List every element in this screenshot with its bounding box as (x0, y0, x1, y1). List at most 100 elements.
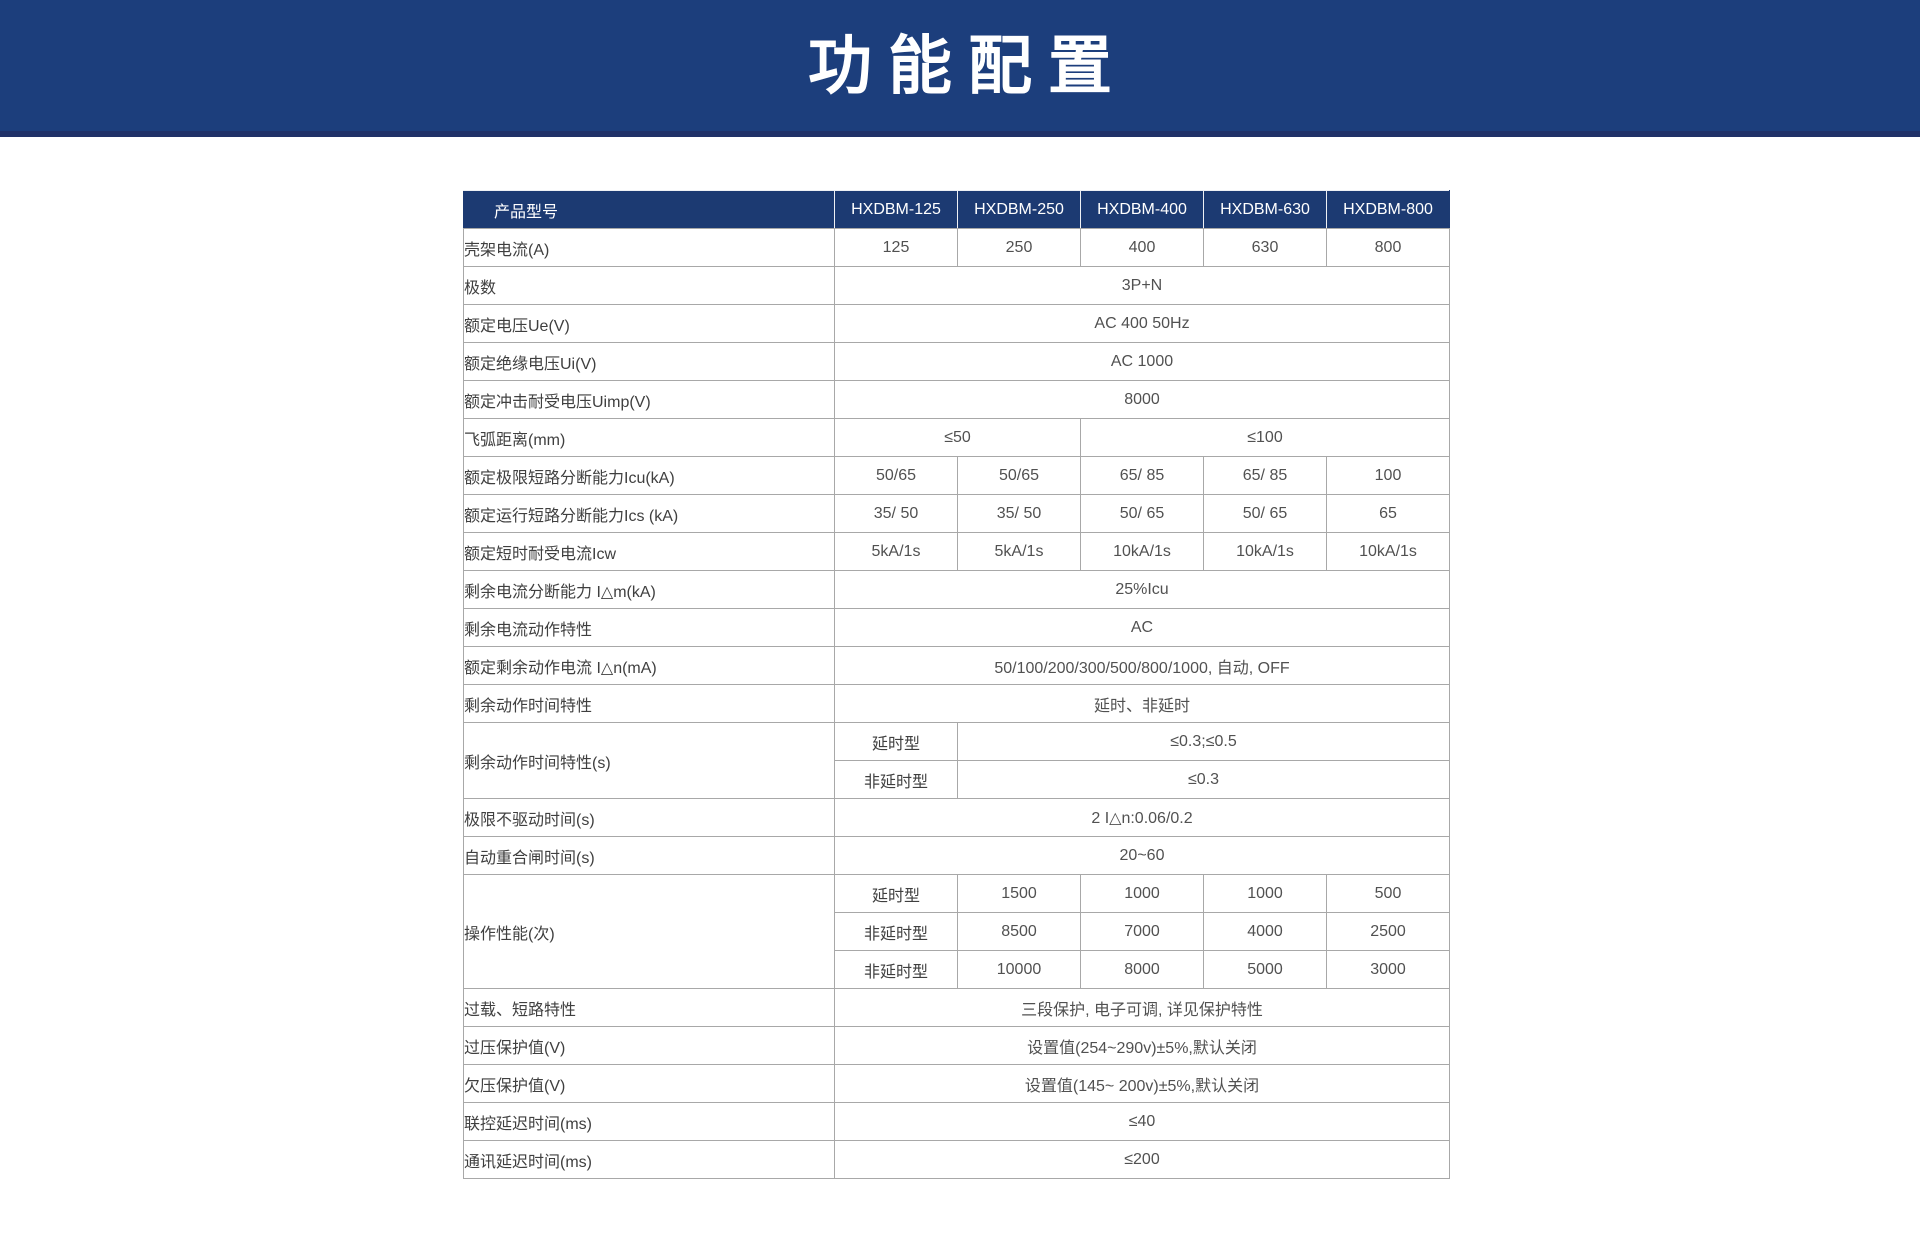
spec-value: 50/65 (957, 456, 1081, 495)
row-label: 欠压保护值(V) (463, 1064, 835, 1103)
column-header-model: HXDBM-250 (957, 190, 1081, 229)
row-label: 极数 (463, 266, 835, 305)
spec-value: 5kA/1s (957, 532, 1081, 571)
spec-value: 设置值(254~290v)±5%,默认关闭 (834, 1026, 1450, 1065)
spec-value: 50/100/200/300/500/800/1000, 自动, OFF (834, 646, 1450, 685)
table-row: 非延时型 10000 8000 5000 3000 (464, 950, 1450, 989)
row-label: 飞弧距离(mm) (463, 418, 835, 457)
row-label: 剩余电流动作特性 (463, 608, 835, 647)
row-label: 自动重合闸时间(s) (463, 836, 835, 875)
spec-value: 65/ 85 (1080, 456, 1204, 495)
spec-value: 7000 (1080, 912, 1204, 951)
table-row: 额定短时耐受电流Icw 5kA/1s 5kA/1s 10kA/1s 10kA/1s 10k… (463, 532, 1450, 571)
spec-value: ≤40 (834, 1102, 1450, 1141)
table-row: 额定冲击耐受电压Uimp(V) 8000 (463, 380, 1450, 419)
row-label: 额定运行短路分断能力Ics (kA) (463, 494, 835, 533)
spec-value: 400 (1080, 228, 1204, 267)
table-row: 剩余动作时间特性(s) 延时型 ≤0.3;≤0.5 (463, 722, 1450, 799)
spec-value: 10kA/1s (1326, 532, 1450, 571)
sub-row-label: 非延时型 (834, 912, 958, 951)
table-row: 联控延迟时间(ms) ≤40 (463, 1102, 1450, 1141)
table-row: 剩余电流分断能力 I△m(kA) 25%Icu (463, 570, 1450, 609)
spec-value: ≤0.3;≤0.5 (957, 722, 1450, 761)
spec-value: 3P+N (834, 266, 1450, 305)
row-label: 额定剩余动作电流 I△n(mA) (463, 646, 835, 685)
spec-value: 5kA/1s (834, 532, 958, 571)
spec-value: AC 1000 (834, 342, 1450, 381)
spec-value: 10kA/1s (1203, 532, 1327, 571)
sub-row-label: 延时型 (834, 874, 958, 913)
table-row: 额定绝缘电压Ui(V) AC 1000 (463, 342, 1450, 381)
spec-value: 三段保护, 电子可调, 详见保护特性 (834, 988, 1450, 1027)
spec-value: ≤50 (834, 418, 1081, 457)
table-row: 过载、短路特性 三段保护, 电子可调, 详见保护特性 (463, 988, 1450, 1027)
spec-value: 1000 (1203, 874, 1327, 913)
row-label: 剩余动作时间特性(s) (463, 722, 835, 799)
page-banner: 功能配置 (0, 0, 1920, 137)
table-row: 额定运行短路分断能力Ics (kA) 35/ 50 35/ 50 50/ 65 50/ … (463, 494, 1450, 533)
row-label: 额定电压Ue(V) (463, 304, 835, 343)
spec-value: 1500 (957, 874, 1081, 913)
row-label: 额定冲击耐受电压Uimp(V) (463, 380, 835, 419)
page-title: 功能配置 (808, 29, 1128, 102)
spec-value: AC 400 50Hz (834, 304, 1450, 343)
table-row: 壳架电流(A) 125 250 400 630 800 (463, 228, 1450, 267)
spec-value: 10kA/1s (1080, 532, 1204, 571)
row-label: 联控延迟时间(ms) (463, 1102, 835, 1141)
spec-value: 2 I△n:0.06/0.2 (834, 798, 1450, 837)
row-label: 剩余电流分断能力 I△m(kA) (463, 570, 835, 609)
column-header-model: HXDBM-125 (834, 190, 958, 229)
table-row: 额定电压Ue(V) AC 400 50Hz (463, 304, 1450, 343)
spec-value: ≤100 (1080, 418, 1450, 457)
table-row: 额定极限短路分断能力Icu(kA) 50/65 50/65 65/ 85 65/ 85 1… (463, 456, 1450, 495)
spec-value: 50/ 65 (1080, 494, 1204, 533)
column-header-product-model: 产品型号 (463, 190, 835, 229)
spec-value: AC (834, 608, 1450, 647)
table-row: 通讯延迟时间(ms) ≤200 (463, 1140, 1450, 1179)
spec-value: 8000 (834, 380, 1450, 419)
spec-value: 20~60 (834, 836, 1450, 875)
sub-row-label: 延时型 (834, 722, 958, 761)
header-row: 产品型号 HXDBM-125 HXDBM-250 HXDBM-400 HXDBM-63… (463, 190, 1450, 229)
spec-value: 8500 (957, 912, 1081, 951)
spec-value: 5000 (1203, 950, 1327, 989)
table-row: 欠压保护值(V) 设置值(145~ 200v)±5%,默认关闭 (463, 1064, 1450, 1103)
row-label: 壳架电流(A) (463, 228, 835, 267)
spec-value: 10000 (957, 950, 1081, 989)
spec-value: 25%Icu (834, 570, 1450, 609)
table-row: 极限不驱动时间(s) 2 I△n:0.06/0.2 (463, 798, 1450, 837)
table-row: 剩余动作时间特性 延时、非延时 (463, 684, 1450, 723)
row-label: 额定极限短路分断能力Icu(kA) (463, 456, 835, 495)
row-label: 过载、短路特性 (463, 988, 835, 1027)
row-label: 通讯延迟时间(ms) (463, 1140, 835, 1179)
sub-row-label: 非延时型 (834, 950, 958, 989)
column-header-model: HXDBM-630 (1203, 190, 1327, 229)
table-row: 过压保护值(V) 设置值(254~290v)±5%,默认关闭 (463, 1026, 1450, 1065)
spec-value: 3000 (1326, 950, 1450, 989)
spec-value: 500 (1326, 874, 1450, 913)
spec-value: 2500 (1326, 912, 1450, 951)
spec-table: 产品型号 HXDBM-125 HXDBM-250 HXDBM-400 HXDBM-63… (463, 190, 1450, 1179)
spec-value: 4000 (1203, 912, 1327, 951)
row-label: 极限不驱动时间(s) (463, 798, 835, 837)
spec-value: 延时、非延时 (834, 684, 1450, 723)
spec-value: 250 (957, 228, 1081, 267)
spec-value: ≤200 (834, 1140, 1450, 1179)
spec-value: 65/ 85 (1203, 456, 1327, 495)
spec-value: 设置值(145~ 200v)±5%,默认关闭 (834, 1064, 1450, 1103)
row-label: 额定绝缘电压Ui(V) (463, 342, 835, 381)
spec-table-body: 壳架电流(A) 125 250 400 630 800 极数 3P+N 额定电压Ue(V) AC … (463, 228, 1450, 1179)
row-label: 过压保护值(V) (463, 1026, 835, 1065)
spec-value: ≤0.3 (957, 760, 1450, 799)
spec-value: 800 (1326, 228, 1450, 267)
spec-value: 50/65 (834, 456, 958, 495)
table-row: 非延时型 8500 7000 4000 2500 (464, 912, 1450, 951)
spec-value: 8000 (1080, 950, 1204, 989)
spec-value: 35/ 50 (834, 494, 958, 533)
spec-value: 1000 (1080, 874, 1204, 913)
row-label: 额定短时耐受电流Icw (463, 532, 835, 571)
spec-value: 100 (1326, 456, 1450, 495)
table-region: 产品型号 HXDBM-125 HXDBM-250 HXDBM-400 HXDBM-63… (463, 190, 1450, 1179)
spec-value: 65 (1326, 494, 1450, 533)
table-row: 非延时型 ≤0.3 (464, 760, 1450, 799)
